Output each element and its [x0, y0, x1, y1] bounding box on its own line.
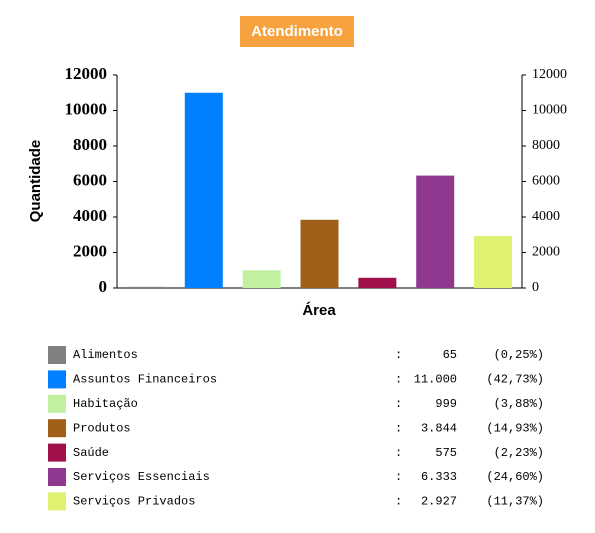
bar: [416, 175, 455, 288]
legend-value: 999: [435, 397, 457, 411]
y2-tick-label: 6000: [532, 174, 560, 189]
legend-swatch: [48, 370, 66, 389]
y-tick-label: 4000: [73, 206, 107, 225]
legend-label: Produtos: [73, 421, 131, 435]
legend-value: 11.000: [414, 373, 457, 387]
y-tick-label: 12000: [65, 64, 108, 83]
legend-separator: :: [395, 348, 402, 362]
y-tick-label: 10000: [65, 99, 108, 118]
legend-separator: :: [395, 495, 402, 509]
legend-swatch: [48, 394, 66, 413]
legend-share: (14,93%): [486, 421, 544, 435]
legend-separator: :: [395, 421, 402, 435]
y-tick-label: 8000: [73, 135, 107, 154]
bar: [300, 219, 339, 288]
chart-title: Atendimento: [251, 23, 343, 40]
legend-label: Alimentos: [73, 348, 138, 362]
y2-tick-label: 12000: [532, 67, 567, 82]
legend-label: Saúde: [73, 446, 109, 460]
y-tick-label: 2000: [73, 241, 107, 260]
legend-share: (42,73%): [486, 373, 544, 387]
y-axis-label: Quantidade: [27, 140, 44, 223]
legend-label: Serviços Essenciais: [73, 470, 210, 484]
legend-label: Habitação: [73, 397, 138, 411]
legend-separator: :: [395, 397, 402, 411]
y-tick-label: 6000: [73, 170, 107, 189]
legend-value: 575: [435, 446, 457, 460]
legend-swatch: [48, 492, 66, 511]
y2-tick-label: 4000: [532, 209, 560, 224]
y2-tick-label: 2000: [532, 245, 560, 260]
x-axis-label: Área: [302, 302, 336, 319]
title-box: [240, 16, 354, 47]
legend-separator: :: [395, 373, 402, 387]
legend-swatch: [48, 443, 66, 462]
legend-separator: :: [395, 470, 402, 484]
bar: [184, 92, 223, 288]
legend-swatch: [48, 419, 66, 438]
legend-label: Assuntos Financeiros: [73, 373, 217, 387]
legend-swatch: [48, 346, 66, 364]
legend-swatch: [48, 468, 66, 486]
legend-share: (0,25%): [494, 348, 544, 362]
legend-share: (2,23%): [494, 446, 544, 460]
legend-value: 2.927: [421, 495, 457, 509]
legend-share: (3,88%): [494, 397, 544, 411]
y2-tick-label: 8000: [532, 138, 560, 153]
bar: [242, 270, 281, 288]
legend-value: 6.333: [421, 470, 457, 484]
legend-share: (24,60%): [486, 470, 544, 484]
y2-tick-label: 10000: [532, 103, 567, 118]
legend-value: 65: [443, 348, 457, 362]
y-tick-label: 0: [99, 277, 108, 296]
legend-share: (11,37%): [486, 495, 544, 509]
bar: [126, 286, 165, 288]
y2-tick-label: 0: [532, 280, 539, 295]
bar: [474, 236, 513, 288]
bar: [358, 277, 397, 288]
legend-label: Serviços Privados: [73, 495, 195, 509]
legend-separator: :: [395, 446, 402, 460]
legend-value: 3.844: [421, 421, 457, 435]
